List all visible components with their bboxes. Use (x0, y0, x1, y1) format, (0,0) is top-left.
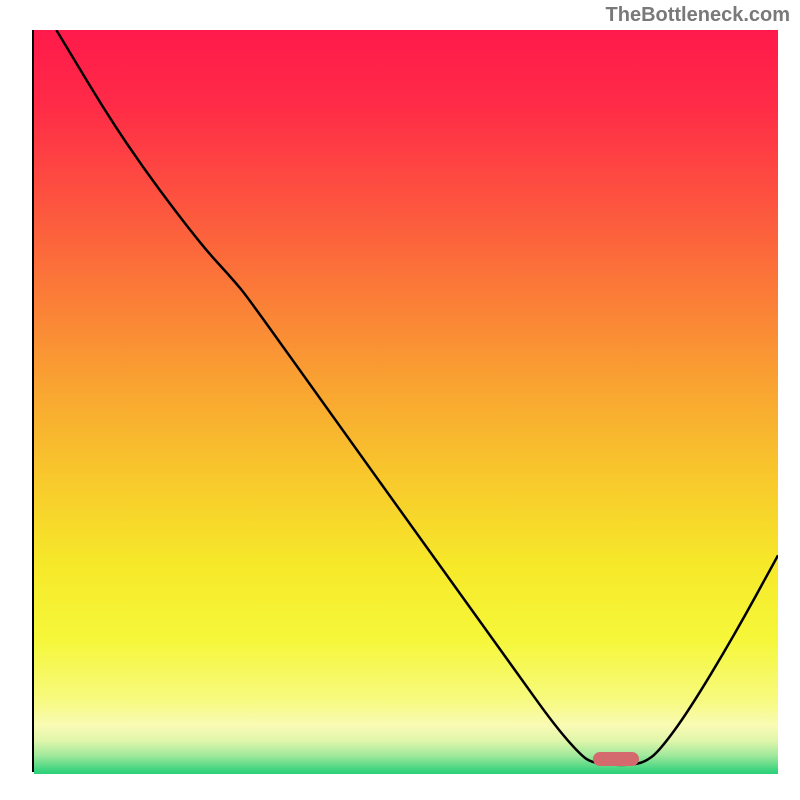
optimal-range-marker (593, 752, 639, 766)
bottleneck-curve (34, 30, 778, 770)
bottleneck-chart (32, 30, 778, 772)
watermark-text: TheBottleneck.com (606, 4, 790, 27)
